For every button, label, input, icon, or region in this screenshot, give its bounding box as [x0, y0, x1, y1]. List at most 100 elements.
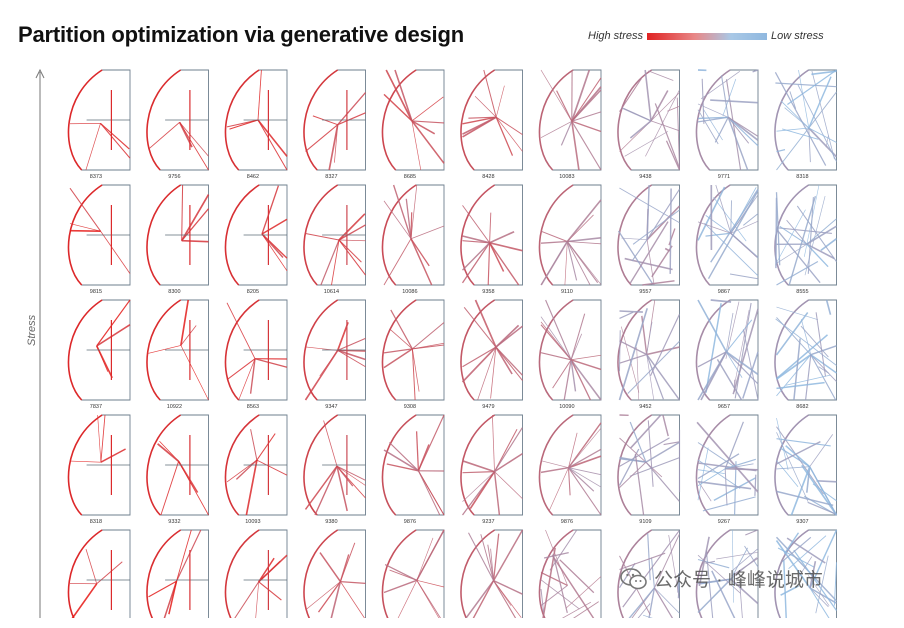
partition-line [647, 355, 664, 400]
partition-line [728, 117, 758, 146]
partition-line [101, 123, 130, 148]
partition-line [227, 460, 257, 482]
partition-line [706, 303, 721, 392]
partition-line [725, 469, 758, 470]
partition-cell: 9109 [618, 415, 680, 525]
partition-line [70, 584, 97, 618]
partition-line [384, 239, 411, 285]
cell-edge [68, 530, 102, 618]
partition-line [262, 234, 287, 271]
partition-line [633, 210, 679, 244]
partition-line [651, 91, 668, 121]
partition-line [784, 533, 798, 554]
partition-line [567, 200, 601, 242]
cell-outline [775, 185, 837, 285]
partition-line [340, 582, 365, 618]
partition-line [492, 415, 494, 472]
cell-score-label: 8462 [247, 174, 259, 180]
partition-line [726, 320, 752, 352]
cell-outline [382, 185, 444, 285]
partition-line [386, 70, 412, 121]
partition-line [496, 347, 523, 375]
partition-line [490, 213, 491, 243]
cell-score-label: 9109 [639, 519, 651, 525]
partition-line [698, 110, 718, 144]
partition-line [710, 100, 758, 103]
partition-line [572, 121, 601, 170]
partition-line [463, 461, 495, 472]
partition-line [735, 303, 751, 398]
partition-line [391, 310, 413, 349]
watermark-text: 公众号 · 峰峰说城市 [654, 565, 823, 592]
cell-score-label: 9332 [168, 519, 180, 525]
partition-line [567, 215, 593, 242]
cell-score-label: 9452 [639, 404, 651, 410]
cell-outline [382, 530, 444, 618]
partition-line [777, 439, 831, 446]
partition-line [645, 70, 651, 121]
partition-cell: 9771 [696, 70, 758, 180]
partition-line [569, 468, 602, 515]
partition-cell: 8462 [225, 70, 287, 180]
cell-score-label: 10083 [559, 174, 574, 180]
partition-line [70, 461, 101, 462]
cell-score-label: 10093 [245, 519, 260, 525]
partition-cell: 10614 [304, 185, 366, 295]
partition-line [412, 121, 435, 134]
partition-cell: 10090 [539, 300, 601, 410]
partition-line [262, 234, 283, 258]
partition-cell: 9380 [304, 415, 366, 525]
partition-line [86, 123, 101, 170]
cell-edge [461, 300, 495, 400]
partition-line [417, 530, 444, 580]
partition-line [777, 461, 799, 487]
cell-score-label: 9380 [325, 519, 337, 525]
partition-line [553, 554, 567, 613]
partition-line [572, 121, 579, 170]
partition-line [567, 238, 601, 242]
partition-line [251, 429, 257, 460]
partition-line [339, 240, 361, 262]
partition-cell: 9308 [382, 300, 444, 410]
cell-outline [461, 415, 523, 515]
cell-score-label: 10922 [167, 404, 182, 410]
partition-cell: 9307 [775, 415, 837, 525]
partition-line [567, 242, 601, 244]
partition-line [725, 469, 727, 506]
partition-line [411, 239, 432, 285]
partition-line [412, 121, 444, 163]
cell-score-label: 8682 [796, 404, 808, 410]
partition-cell: 8318 [68, 415, 130, 525]
partition-line [541, 231, 567, 241]
partition-cell: 8300 [147, 185, 209, 295]
partition-line [262, 186, 278, 234]
partition-line [338, 350, 366, 351]
partition-line [70, 231, 101, 232]
partition-line [725, 422, 743, 469]
partition-line [490, 232, 514, 243]
partition-line [648, 71, 673, 81]
partition-line [827, 300, 831, 315]
partition-cell: 9267 [696, 415, 758, 525]
partition-line [731, 187, 756, 233]
partition-line [470, 472, 494, 509]
partition-line [647, 185, 649, 240]
partition-line [339, 240, 366, 241]
partition-line [412, 323, 444, 349]
cell-edge [539, 70, 573, 170]
partition-line [418, 445, 429, 471]
partition-cell: 9815 [68, 185, 130, 295]
partition-line [417, 431, 419, 471]
cell-score-label: 10090 [559, 404, 574, 410]
partition-line [418, 471, 444, 515]
partition-line [97, 300, 130, 346]
partition-line [258, 70, 261, 120]
partition-line [622, 238, 648, 240]
watermark: 公众号 · 峰峰说城市 [620, 565, 823, 592]
partition-line [620, 312, 634, 318]
partition-line [647, 322, 652, 355]
partition-cell [461, 530, 523, 618]
cell-edge [539, 300, 573, 400]
partition-line [496, 347, 512, 374]
